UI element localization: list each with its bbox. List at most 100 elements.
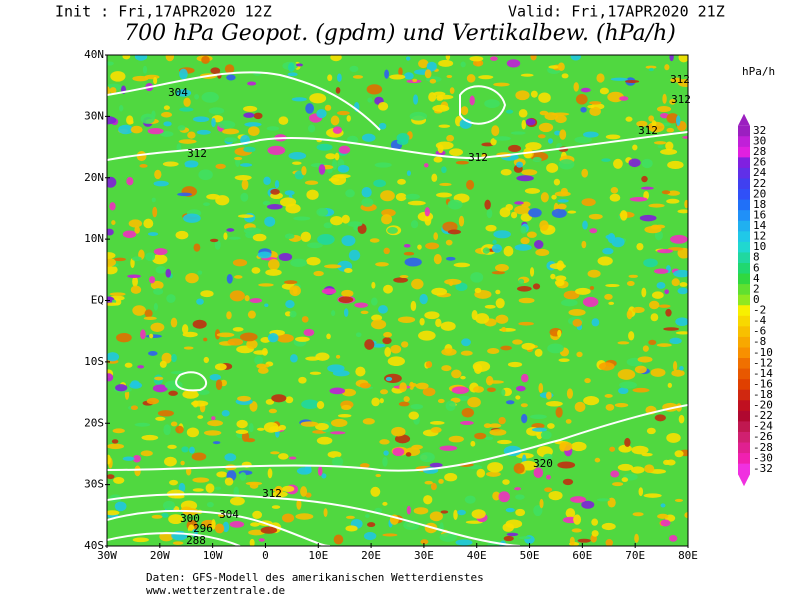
- colorbar-band: [738, 421, 750, 433]
- motion-patch: [461, 407, 475, 418]
- contour-label: 312: [670, 73, 690, 86]
- motion-patch: [244, 295, 250, 302]
- motion-patch: [110, 71, 126, 82]
- motion-patch: [591, 530, 599, 537]
- colorbar-label: -32: [753, 462, 773, 475]
- motion-patch: [520, 403, 528, 408]
- motion-patch: [249, 538, 255, 546]
- motion-patch: [534, 348, 543, 357]
- motion-patch: [177, 125, 186, 131]
- motion-patch: [417, 244, 422, 250]
- motion-patch: [492, 239, 497, 245]
- motion-patch: [323, 222, 333, 229]
- motion-patch: [304, 465, 312, 474]
- motion-patch: [163, 121, 172, 127]
- motion-patch: [447, 229, 461, 235]
- motion-patch: [279, 197, 297, 207]
- motion-patch: [209, 374, 222, 381]
- motion-patch: [664, 64, 670, 71]
- motion-patch: [610, 187, 619, 194]
- motion-patch: [642, 345, 649, 352]
- motion-patch: [107, 61, 114, 66]
- colorbar-bottom-arrow: [738, 474, 750, 487]
- motion-patch: [183, 97, 191, 107]
- motion-patch: [601, 522, 616, 531]
- motion-patch: [152, 206, 158, 218]
- motion-patch: [557, 461, 576, 469]
- motion-patch: [486, 208, 493, 219]
- lat-label: 20N: [84, 171, 104, 184]
- motion-patch: [207, 420, 223, 427]
- motion-patch: [458, 215, 465, 227]
- motion-patch: [378, 122, 387, 130]
- motion-patch: [521, 373, 529, 383]
- colorbar-label: 22: [753, 177, 766, 190]
- motion-patch: [514, 205, 530, 215]
- motion-patch: [587, 269, 601, 278]
- motion-patch: [175, 89, 192, 97]
- motion-patch: [506, 532, 519, 537]
- motion-patch: [287, 72, 298, 77]
- motion-patch: [658, 304, 671, 308]
- motion-patch: [159, 360, 167, 368]
- motion-patch: [154, 376, 164, 381]
- motion-patch: [405, 193, 420, 200]
- motion-patch: [589, 106, 601, 116]
- colorbar-band: [738, 125, 750, 137]
- motion-patch: [639, 214, 657, 222]
- motion-patch: [439, 445, 458, 451]
- motion-patch: [591, 518, 599, 526]
- motion-patch: [505, 400, 515, 405]
- motion-patch: [387, 356, 405, 367]
- motion-patch: [648, 203, 665, 208]
- motion-patch: [224, 137, 238, 143]
- motion-patch: [237, 214, 254, 218]
- lon-label: 40E: [467, 549, 487, 562]
- motion-patch: [483, 423, 492, 429]
- motion-patch: [571, 528, 582, 533]
- motion-patch: [518, 278, 525, 285]
- motion-patch: [272, 488, 284, 492]
- colorbar-label: -4: [753, 314, 767, 327]
- motion-patch: [485, 224, 497, 232]
- motion-patch: [424, 311, 440, 320]
- motion-patch: [247, 81, 257, 86]
- lat-label: 10N: [84, 232, 104, 245]
- motion-patch: [419, 452, 435, 463]
- motion-patch: [284, 190, 295, 196]
- motion-patch: [438, 478, 444, 484]
- motion-patch: [227, 338, 244, 346]
- motion-patch: [539, 110, 549, 116]
- motion-patch: [500, 345, 512, 351]
- motion-patch: [516, 161, 524, 168]
- motion-patch: [470, 272, 484, 283]
- motion-patch: [565, 508, 576, 519]
- motion-patch: [379, 439, 390, 445]
- motion-patch: [614, 402, 629, 408]
- motion-patch: [346, 115, 351, 122]
- lon-label: 10W: [203, 549, 223, 562]
- contour-label: 312: [187, 147, 207, 160]
- motion-patch: [371, 281, 376, 289]
- motion-patch: [203, 356, 209, 364]
- motion-patch: [543, 453, 553, 460]
- motion-patch: [532, 283, 541, 290]
- motion-patch: [628, 331, 635, 341]
- motion-patch: [492, 491, 501, 501]
- motion-patch: [660, 503, 666, 508]
- motion-patch: [198, 169, 213, 181]
- motion-patch: [122, 230, 137, 238]
- motion-patch: [215, 163, 226, 170]
- motion-patch: [447, 199, 463, 210]
- contour-label: 304: [219, 508, 239, 521]
- motion-patch: [345, 189, 355, 198]
- motion-patch: [439, 182, 452, 186]
- motion-patch: [271, 505, 281, 509]
- motion-patch: [668, 535, 678, 542]
- motion-patch: [575, 287, 591, 295]
- motion-patch: [495, 289, 501, 295]
- motion-patch: [625, 116, 633, 122]
- motion-patch: [341, 404, 352, 411]
- init-time: Init : Fri,17APR2020 12Z: [55, 3, 272, 21]
- motion-patch: [580, 106, 587, 113]
